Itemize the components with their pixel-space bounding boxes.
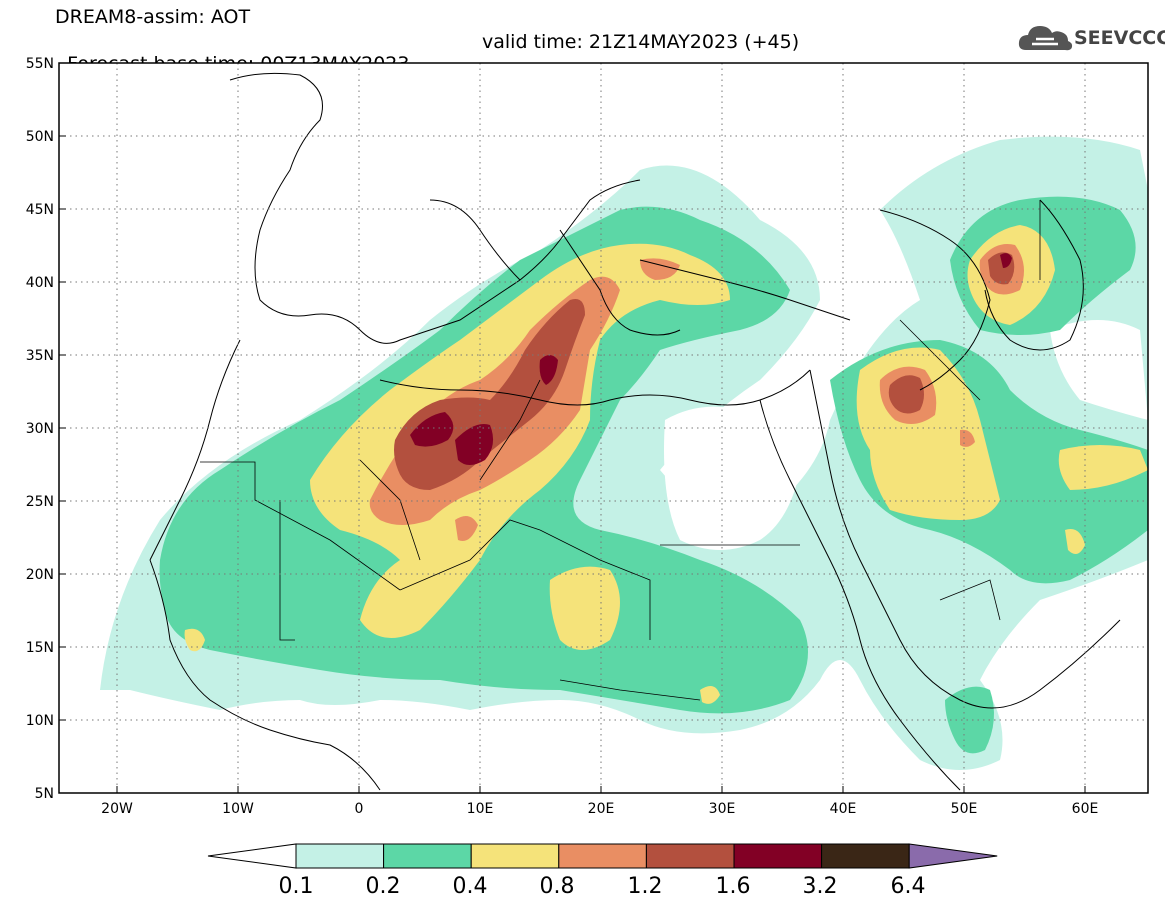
lat-label: 45N	[26, 202, 54, 218]
lon-label: 50E	[951, 801, 978, 817]
lon-label: 30E	[709, 801, 736, 817]
lon-label: 20W	[101, 801, 133, 817]
map-title: DREAM8-assim: AOT	[55, 6, 251, 28]
colorbar-label: 0.8	[540, 874, 575, 899]
colorbar-labels: 0.1 0.2 0.4 0.8 1.2 1.6 3.2 6.4	[279, 874, 926, 899]
country-borders	[200, 200, 1041, 701]
colorbar-swatch	[295, 843, 385, 869]
colorbar-arrow-low	[207, 843, 297, 869]
colorbar-arrow-high	[908, 843, 998, 869]
colorbar-label: 0.4	[453, 874, 488, 899]
graticule	[59, 63, 1148, 793]
aot-field	[59, 63, 1148, 793]
aot-contour-1.6	[410, 253, 1012, 465]
lon-label: 10E	[467, 801, 494, 817]
colorbar-swatch	[470, 843, 560, 869]
lat-label: 5N	[35, 786, 54, 802]
logo-text: SEEVCCC	[1074, 27, 1165, 49]
longitude-labels: 20W 10W 0 10E 20E 30E 40E 50E 60E	[101, 801, 1098, 817]
colorbar-swatch	[821, 843, 910, 869]
colorbar-label: 3.2	[803, 874, 838, 899]
lat-label: 10N	[26, 713, 54, 729]
lat-label: 15N	[26, 640, 54, 656]
lon-label: 0	[355, 801, 364, 817]
lat-label: 30N	[26, 421, 54, 437]
cloud-icon	[1018, 26, 1073, 51]
colorbar-swatch	[558, 843, 647, 869]
colorbar	[207, 843, 998, 869]
lat-label: 20N	[26, 567, 54, 583]
colorbar-label: 1.2	[628, 874, 663, 899]
lat-label: 25N	[26, 494, 54, 510]
lon-label: 10W	[222, 801, 254, 817]
colorbar-label: 0.1	[279, 874, 314, 899]
lon-label: 60E	[1072, 801, 1099, 817]
seevccc-logo: SEEVCCC	[1018, 22, 1165, 56]
lat-label: 40N	[26, 275, 54, 291]
colorbar-swatch	[383, 843, 472, 869]
lat-label: 35N	[26, 348, 54, 364]
latitude-labels: 55N 50N 45N 40N 35N 30N 25N 20N 15N 10N …	[26, 56, 54, 802]
coastlines	[149, 72, 1121, 791]
lat-label: 50N	[26, 129, 54, 145]
lat-label: 55N	[26, 56, 54, 72]
lon-label: 40E	[830, 801, 857, 817]
colorbar-label: 6.4	[891, 874, 926, 899]
axis-ticks	[59, 62, 1086, 793]
valid-time: valid time: 21Z14MAY2023 (+45)	[482, 31, 800, 53]
colorbar-swatch	[645, 843, 735, 869]
colorbar-swatch	[733, 843, 823, 869]
colorbar-label: 1.6	[716, 874, 751, 899]
lon-label: 20E	[588, 801, 615, 817]
colorbar-label: 0.2	[366, 874, 401, 899]
